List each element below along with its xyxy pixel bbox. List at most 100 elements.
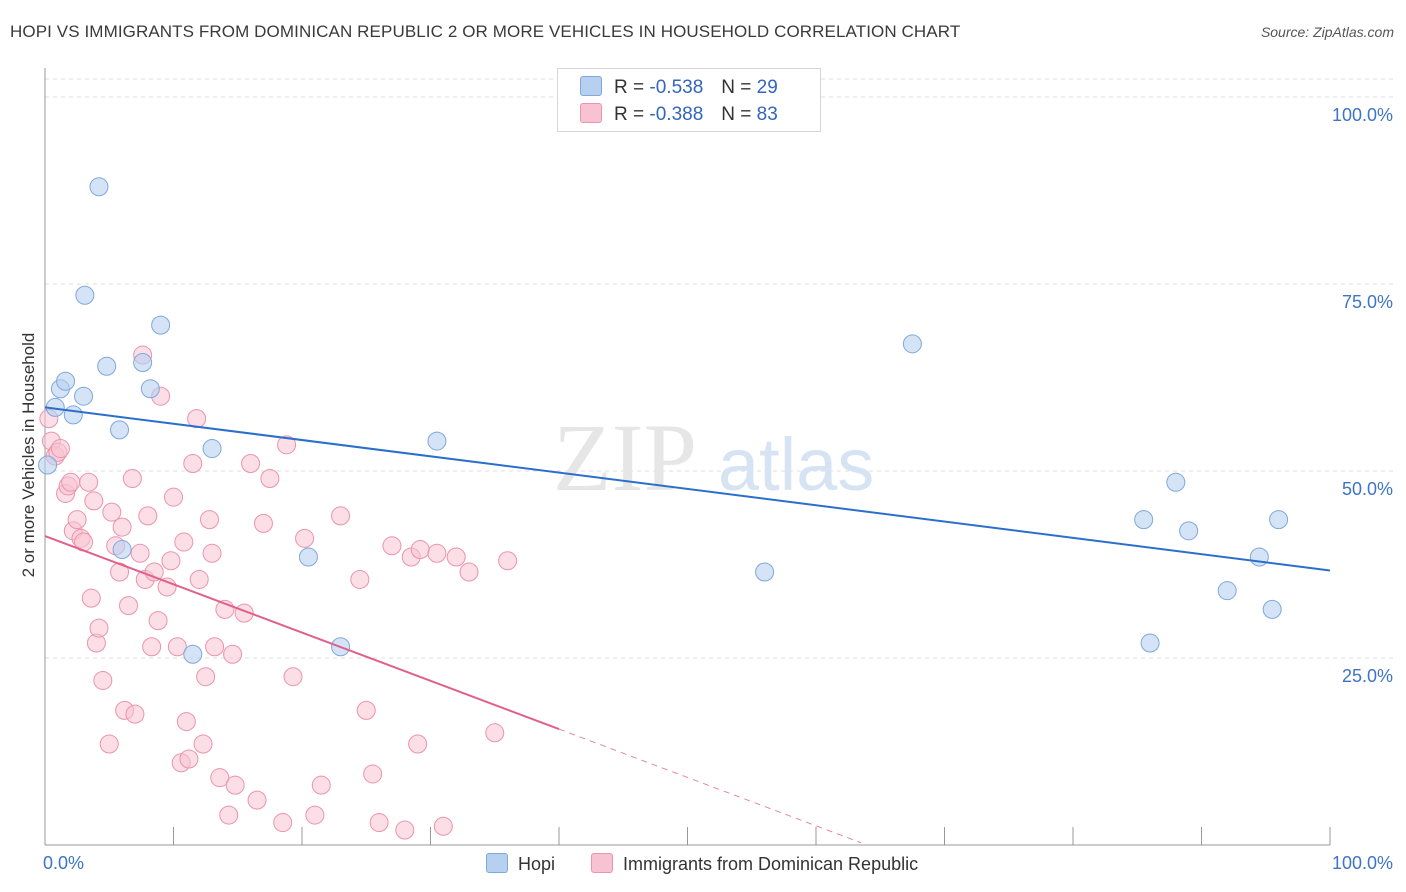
hopi-point [97,356,117,376]
dominican-point [112,517,132,537]
trend-lines [44,406,1331,844]
hopi-point [1217,581,1237,601]
watermark-zip: ZIP [553,404,697,511]
legend-r-label: R = [614,77,645,98]
bottom-legend-dominican: Immigrants from Dominican Republic [591,853,918,875]
bottom-legend-hopi: Hopi [486,853,555,875]
dominican-point [119,596,139,616]
hopi-point [1140,633,1160,653]
x-tick-label-end: 100.0% [1332,853,1393,873]
watermark: ZIP atlas [553,404,874,511]
dominican-point [311,775,331,795]
dominican-point [446,547,466,567]
dominican-point [202,543,222,563]
dominican-trend-line [44,535,560,730]
hopi-point [63,405,83,425]
dominican-trend-extension [558,728,862,844]
hopi-point [1166,472,1186,492]
legend-n-value-hopi: 29 [756,77,778,98]
grid-lines [45,78,1395,659]
dominican-point [253,513,273,533]
legend-n-value-dominican: 83 [756,104,778,125]
dominican-point [225,775,245,795]
dominican-point [219,805,239,825]
dominican-point [183,454,203,474]
dominican-point [179,749,199,769]
dominican-point [89,618,109,638]
dominican-point [433,816,453,836]
legend-r-value-hopi: -0.538 [649,77,704,98]
hopi-point [427,431,447,451]
dominican-point [356,700,376,720]
legend-r-value-dominican: -0.388 [649,104,704,125]
tick-labels: 100.0% 75.0% 50.0% 25.0% 0.0% 100.0% [43,105,1393,873]
hopi-point [1262,599,1282,619]
dominican-point [148,611,168,631]
axes [44,68,1331,846]
bottom-legend-swatch-hopi [486,853,508,873]
dominican-point [138,506,158,526]
dominican-point [110,562,130,582]
legend-n-label: N = [721,77,752,98]
dominican-point [382,536,402,556]
dominican-point [485,723,505,743]
hopi-point [38,455,58,475]
dominican-point [427,543,447,563]
bottom-legend-label-dominican: Immigrants from Dominican Republic [623,854,919,874]
y-axis-label: 2 or more Vehicles in Household [19,333,38,578]
dominican-point [84,491,104,511]
dominican-point [210,768,230,788]
dominican-point [61,472,81,492]
hopi-point [1269,510,1289,530]
legend-row-dominican: R = -0.388 N = 83 [580,103,778,126]
dominican-point [410,540,430,560]
hopi-point [89,177,109,197]
x-tick-label-start: 0.0% [43,853,84,873]
dominican-point [176,712,196,732]
dominican-point [144,562,164,582]
dominican-point [260,468,280,488]
hopi-point [298,547,318,567]
hopi-point [140,379,160,399]
hopi-point [133,353,153,373]
dominican-point [196,667,216,687]
hopi-point [74,386,94,406]
dominican-point [241,454,261,474]
hopi-point [75,285,95,305]
hopi-point [202,439,222,459]
hopi-point [1179,521,1199,541]
dominican-point [283,667,303,687]
dominican-point [142,637,162,657]
stats-legend: R = -0.538 N = 29 R = -0.388 N = 83 [557,68,821,132]
dominican-point [331,506,351,526]
dominican-point [130,543,150,563]
legend-row-hopi: R = -0.538 N = 29 [580,76,778,99]
dominican-point [79,472,99,492]
dominican-point [157,577,177,597]
dominican-point [189,569,209,589]
legend-swatch-dominican [580,103,602,123]
dominican-point [498,551,518,571]
hopi-point [183,644,203,664]
hopi-point [56,371,76,391]
hopi-point [902,334,922,354]
hopi-point [1134,510,1154,530]
dominican-points [39,345,518,840]
dominican-point [223,644,243,664]
dominican-point [193,734,213,754]
dominican-point [295,528,315,548]
dominican-point [395,820,415,840]
hopi-point [110,420,130,440]
dominican-point [369,813,389,833]
dominican-point [273,813,293,833]
dominican-point [102,502,122,522]
bottom-legend-label-hopi: Hopi [518,854,556,874]
hopi-trend-line [44,406,1331,572]
dominican-point [305,805,325,825]
hopi-point [151,315,171,335]
bottom-legend-swatch-dominican [591,853,613,873]
dominican-point [164,487,183,507]
hopi-points [38,177,1289,664]
watermark-atlas: atlas [718,423,874,506]
